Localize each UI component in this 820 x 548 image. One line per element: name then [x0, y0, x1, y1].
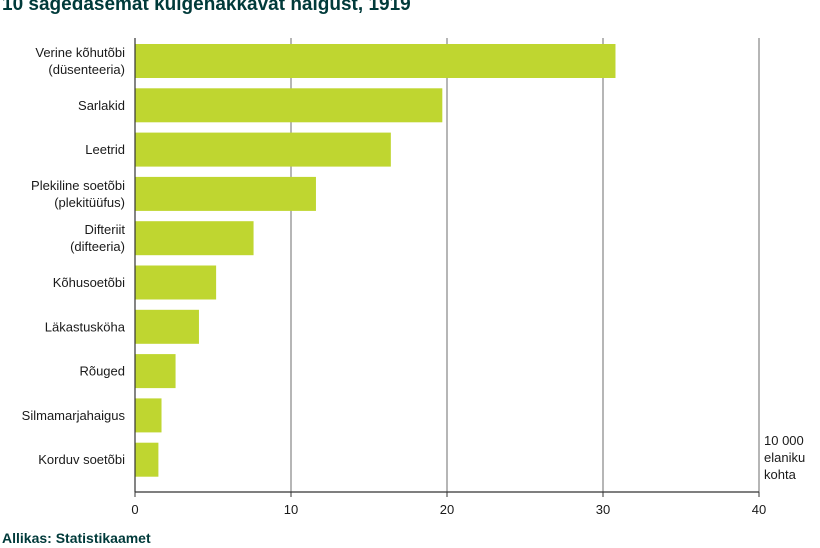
unit-line: 10 000	[764, 433, 804, 448]
bar	[135, 265, 217, 300]
bar	[135, 132, 391, 167]
bar	[135, 221, 254, 256]
source-note: Allikas: Statistikaamet	[2, 530, 151, 546]
x-tick-label: 30	[596, 502, 610, 517]
x-tick-label: 40	[752, 502, 766, 517]
bar	[135, 442, 159, 477]
category-label: Leetrid	[85, 142, 125, 157]
category-label: Silmamarjahaigus	[22, 408, 126, 423]
bar	[135, 309, 199, 344]
category-label: Verine kõhutõbi	[35, 45, 125, 60]
bar	[135, 88, 443, 123]
x-tick-label: 10	[284, 502, 298, 517]
chart-title: 10 sagedasemat kuigehakkavat haigust, 19…	[2, 0, 411, 15]
bar	[135, 354, 176, 389]
category-label: Sarlakid	[78, 98, 125, 113]
category-label: Rõuged	[79, 364, 125, 379]
category-label: (difteeria)	[70, 239, 125, 254]
unit-label: 10 000 elaniku kohta	[764, 432, 805, 483]
unit-line: elaniku	[764, 450, 806, 465]
category-label: Korduv soetõbi	[38, 452, 125, 467]
category-label: (plekitüüfus)	[54, 195, 125, 210]
unit-line: kohta	[764, 467, 796, 482]
category-label: Läkastusköha	[45, 319, 126, 334]
x-tick-label: 20	[440, 502, 454, 517]
bar	[135, 44, 616, 78]
category-label: (düsenteeria)	[48, 62, 125, 77]
x-tick-label: 0	[131, 502, 138, 517]
bar	[135, 398, 162, 433]
category-label: Plekiline soetõbi	[31, 178, 125, 193]
category-label: Kõhusoetõbi	[53, 275, 125, 290]
category-label: Difteriit	[85, 222, 126, 237]
bar	[135, 176, 316, 211]
